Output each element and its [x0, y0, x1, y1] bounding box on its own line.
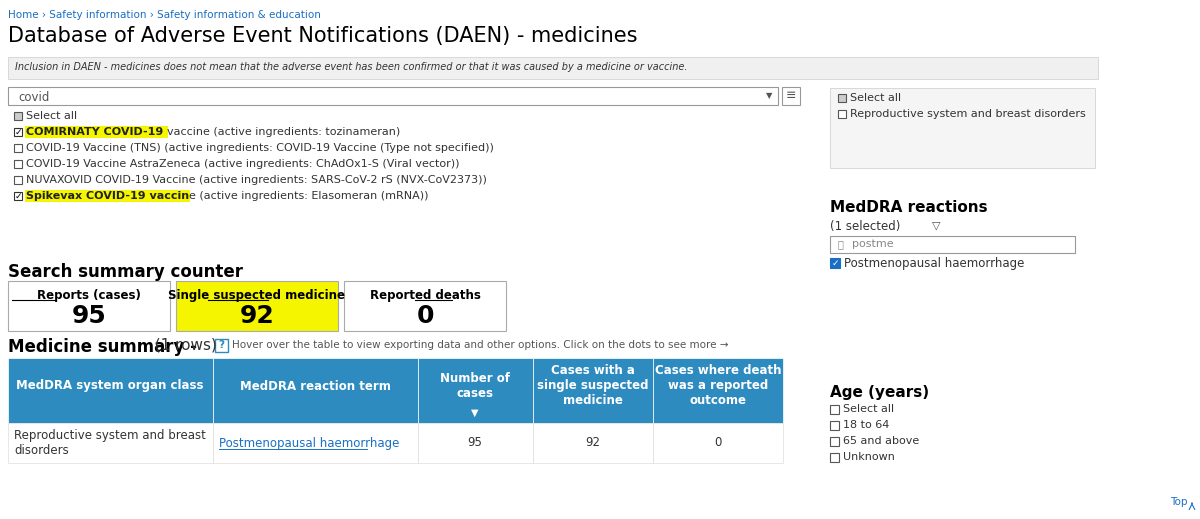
- FancyBboxPatch shape: [14, 144, 22, 152]
- Text: COVID-19 Vaccine (TNS) (active ingredients: COVID-19 Vaccine (Type not specified: COVID-19 Vaccine (TNS) (active ingredien…: [26, 143, 494, 153]
- Text: Top: Top: [1170, 497, 1188, 507]
- Text: Unknown: Unknown: [842, 453, 895, 462]
- Text: Select all: Select all: [842, 404, 894, 415]
- Text: ✓: ✓: [14, 128, 22, 136]
- Text: 95: 95: [72, 304, 107, 328]
- FancyBboxPatch shape: [830, 437, 839, 446]
- Text: MedDRA reactions: MedDRA reactions: [830, 200, 988, 215]
- FancyBboxPatch shape: [830, 421, 839, 430]
- FancyBboxPatch shape: [830, 88, 1096, 168]
- Text: Reported deaths: Reported deaths: [370, 289, 480, 302]
- Text: postme: postme: [852, 239, 894, 249]
- FancyBboxPatch shape: [782, 87, 800, 105]
- FancyBboxPatch shape: [533, 358, 653, 423]
- FancyBboxPatch shape: [653, 423, 784, 463]
- FancyBboxPatch shape: [14, 128, 22, 136]
- FancyBboxPatch shape: [8, 57, 1098, 79]
- FancyBboxPatch shape: [830, 236, 1075, 253]
- Text: ▼: ▼: [766, 91, 772, 101]
- Text: Home › Safety information › Safety information & education: Home › Safety information › Safety infor…: [8, 10, 320, 20]
- FancyBboxPatch shape: [14, 192, 22, 200]
- Text: COMIRNATY COVID-19: COMIRNATY COVID-19: [26, 127, 167, 137]
- FancyBboxPatch shape: [830, 405, 839, 414]
- Text: Search summary counter: Search summary counter: [8, 263, 242, 281]
- FancyBboxPatch shape: [653, 358, 784, 423]
- FancyBboxPatch shape: [8, 358, 214, 423]
- Text: NUVAXOVID COVID-19 Vaccine (active ingredients: SARS-CoV-2 rS (NVX-CoV2373)): NUVAXOVID COVID-19 Vaccine (active ingre…: [26, 175, 487, 185]
- FancyBboxPatch shape: [830, 258, 840, 268]
- Text: MedDRA reaction term: MedDRA reaction term: [240, 379, 390, 392]
- Text: e (active ingredients: Elasomeran (mRNA)): e (active ingredients: Elasomeran (mRNA)…: [190, 191, 428, 201]
- FancyBboxPatch shape: [830, 453, 839, 462]
- Text: Postmenopausal haemorrhage: Postmenopausal haemorrhage: [844, 256, 1025, 269]
- Text: Inclusion in DAEN - medicines does not mean that the adverse event has been conf: Inclusion in DAEN - medicines does not m…: [14, 62, 688, 72]
- Text: Database of Adverse Event Notifications (DAEN) - medicines: Database of Adverse Event Notifications …: [8, 26, 637, 46]
- FancyBboxPatch shape: [14, 160, 22, 168]
- Text: COVID-19 Vaccine AstraZeneca (active ingredients: ChAdOx1-S (Viral vector)): COVID-19 Vaccine AstraZeneca (active ing…: [26, 159, 460, 169]
- FancyBboxPatch shape: [418, 423, 533, 463]
- Text: Cases where death
was a reported
outcome: Cases where death was a reported outcome: [655, 364, 781, 407]
- Text: vaccine (active ingredients: tozinameran): vaccine (active ingredients: tozinameran…: [167, 127, 401, 137]
- Text: 95: 95: [468, 436, 482, 449]
- FancyBboxPatch shape: [838, 110, 846, 118]
- FancyBboxPatch shape: [14, 112, 22, 120]
- Text: 92: 92: [586, 436, 600, 449]
- Text: Select all: Select all: [26, 111, 77, 121]
- FancyBboxPatch shape: [344, 281, 506, 331]
- FancyBboxPatch shape: [176, 281, 338, 331]
- Text: Medicine summary -: Medicine summary -: [8, 338, 197, 356]
- FancyBboxPatch shape: [14, 176, 22, 184]
- FancyBboxPatch shape: [215, 339, 228, 352]
- Text: ✓: ✓: [14, 192, 22, 200]
- Text: Number of
cases: Number of cases: [440, 372, 510, 400]
- Text: (1 rows): (1 rows): [145, 338, 217, 353]
- Text: Postmenopausal haemorrhage: Postmenopausal haemorrhage: [220, 436, 400, 449]
- Text: MedDRA system organ class: MedDRA system organ class: [17, 379, 204, 392]
- Text: ▽: ▽: [932, 220, 941, 230]
- Text: Hover over the table to view exporting data and other options. Click on the dots: Hover over the table to view exporting d…: [232, 340, 728, 350]
- FancyBboxPatch shape: [533, 423, 653, 463]
- FancyBboxPatch shape: [418, 358, 533, 423]
- Text: covid: covid: [18, 91, 49, 104]
- Text: 0: 0: [714, 436, 721, 449]
- Text: Reports (cases): Reports (cases): [37, 289, 140, 302]
- Text: Reproductive system and breast
disorders: Reproductive system and breast disorders: [14, 429, 206, 457]
- Text: ?: ?: [218, 340, 224, 350]
- Text: 65 and above: 65 and above: [842, 436, 919, 446]
- Text: Age (years): Age (years): [830, 385, 929, 400]
- Text: 🔍: 🔍: [838, 239, 844, 249]
- Text: 0: 0: [416, 304, 433, 328]
- Text: 92: 92: [240, 304, 275, 328]
- Text: Single suspected medicine: Single suspected medicine: [168, 289, 346, 302]
- FancyBboxPatch shape: [838, 94, 846, 102]
- Text: (1 selected): (1 selected): [830, 220, 900, 233]
- Text: 18 to 64: 18 to 64: [842, 420, 889, 430]
- FancyBboxPatch shape: [8, 281, 170, 331]
- FancyBboxPatch shape: [8, 87, 778, 105]
- FancyBboxPatch shape: [8, 423, 214, 463]
- Text: ▼: ▼: [472, 408, 479, 418]
- FancyBboxPatch shape: [214, 358, 418, 423]
- Text: ≡: ≡: [786, 89, 797, 102]
- Text: Cases with a
single suspected
medicine: Cases with a single suspected medicine: [538, 364, 649, 407]
- Text: Reproductive system and breast disorders: Reproductive system and breast disorders: [850, 109, 1086, 119]
- Text: Spikevax COVID-19 vaccin: Spikevax COVID-19 vaccin: [26, 191, 190, 201]
- Text: Select all: Select all: [850, 93, 901, 103]
- FancyBboxPatch shape: [214, 423, 418, 463]
- Text: ✓: ✓: [832, 258, 839, 267]
